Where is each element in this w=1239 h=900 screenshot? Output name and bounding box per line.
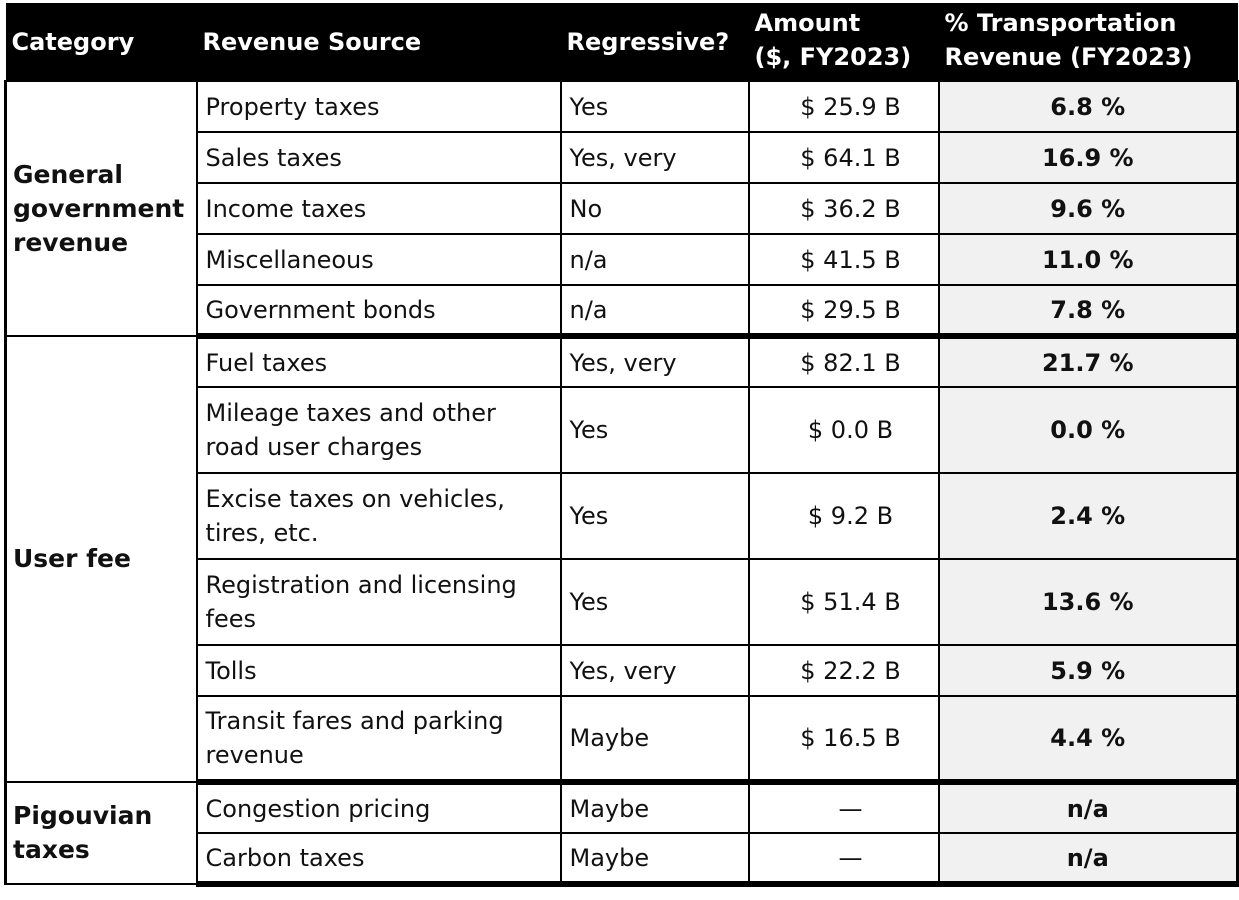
revenue-source-cell: Fuel taxes (195, 335, 562, 388)
regressive-cell: n/a (559, 284, 750, 339)
regressive-cell: Yes (559, 472, 750, 560)
category-cell: Pigouvian taxes (4, 781, 198, 885)
regressive-cell: Yes (559, 558, 750, 646)
table-row: Pigouvian taxes Congestion pricing Maybe… (4, 781, 1239, 885)
table-row: General government revenue Property taxe… (4, 80, 1239, 337)
revenue-source-cell: Congestion pricing (195, 781, 562, 834)
amount-cell: $ 36.2 B (747, 182, 940, 235)
table-row: Tolls Yes, very $ 22.2 B 5.9 % (6, 644, 1239, 697)
amount-cell: $ 0.0 B (747, 386, 940, 474)
header-category: Category (11, 27, 135, 56)
amount-cell: $ 41.5 B (747, 233, 940, 286)
revenue-source-cell: Tolls (195, 644, 562, 697)
revenue-source-cell: Transit fares and parking revenue (195, 695, 562, 785)
amount-cell: — (747, 832, 940, 887)
amount-cell: — (747, 781, 940, 834)
table-row: Carbon taxes Maybe — n/a (6, 832, 1239, 887)
percent-cell: 6.8 % (937, 80, 1239, 133)
percent-cell: 13.6 % (937, 558, 1239, 646)
header-amount-line1: Amount (754, 9, 861, 37)
table-row: Government bonds n/a $ 29.5 B 7.8 % (6, 284, 1239, 339)
amount-cell: $ 16.5 B (747, 695, 940, 785)
table-row: Mileage taxes and other road user charge… (6, 386, 1239, 474)
revenue-source-cell: Property taxes (195, 80, 562, 133)
header-regressive: Regressive? (566, 27, 730, 56)
regressive-cell: Yes, very (559, 644, 750, 697)
percent-cell: 21.7 % (937, 335, 1239, 388)
header-revenue-source: Revenue Source (202, 27, 422, 56)
revenue-source-cell: Miscellaneous (195, 233, 562, 286)
regressive-cell: Yes (559, 80, 750, 133)
regressive-cell: n/a (559, 233, 750, 286)
amount-cell: $ 29.5 B (747, 284, 940, 339)
table-row: Sales taxes Yes, very $ 64.1 B 16.9 % (6, 131, 1239, 184)
table-row: Registration and licensing fees Yes $ 51… (6, 558, 1239, 646)
header-amount: Amount ($, FY2023) (749, 3, 939, 81)
table-row: Excise taxes on vehicles, tires, etc. Ye… (6, 472, 1239, 560)
percent-cell: 11.0 % (937, 233, 1239, 286)
percent-cell: 2.4 % (937, 472, 1239, 560)
header-row: Category Revenue Source Regressive? Amou… (5, 3, 1238, 81)
regressive-cell: Maybe (559, 781, 750, 834)
revenue-table-container: Category Revenue Source Regressive? Amou… (4, 3, 1239, 887)
revenue-source-cell: Registration and licensing fees (195, 558, 562, 646)
percent-cell: 7.8 % (937, 284, 1239, 339)
table-row: Miscellaneous n/a $ 41.5 B 11.0 % (6, 233, 1239, 286)
regressive-cell: Maybe (559, 695, 750, 785)
regressive-cell: Yes, very (559, 335, 750, 388)
regressive-cell: Maybe (559, 832, 750, 887)
regressive-cell: No (559, 182, 750, 235)
revenue-source-cell: Sales taxes (195, 131, 562, 184)
regressive-cell: Yes (559, 386, 750, 474)
amount-cell: $ 22.2 B (747, 644, 940, 697)
percent-cell: n/a (937, 781, 1239, 834)
percent-cell: 0.0 % (937, 386, 1239, 474)
revenue-source-cell: Carbon taxes (195, 832, 562, 887)
header-percent: % Transportation Revenue (FY2023) (939, 3, 1238, 81)
percent-cell: 5.9 % (937, 644, 1239, 697)
revenue-source-cell: Government bonds (195, 284, 562, 339)
table-row: Income taxes No $ 36.2 B 9.6 % (6, 182, 1239, 235)
table-row: User fee Fuel taxes Yes, very $ 82.1 B 2… (4, 335, 1239, 783)
table-row: Transit fares and parking revenue Maybe … (6, 695, 1239, 785)
amount-cell: $ 64.1 B (747, 131, 940, 184)
percent-cell: 9.6 % (937, 182, 1239, 235)
percent-cell: 4.4 % (937, 695, 1239, 785)
revenue-table: Category Revenue Source Regressive? Amou… (4, 3, 1239, 887)
category-cell: User fee (4, 335, 198, 783)
revenue-source-cell: Income taxes (195, 182, 562, 235)
percent-cell: n/a (937, 832, 1239, 887)
revenue-source-cell: Excise taxes on vehicles, tires, etc. (195, 472, 562, 560)
amount-cell: $ 51.4 B (747, 558, 940, 646)
regressive-cell: Yes, very (559, 131, 750, 184)
revenue-source-cell: Mileage taxes and other road user charge… (195, 386, 562, 474)
amount-cell: $ 82.1 B (747, 335, 940, 388)
header-percent-line2: Revenue (FY2023) (944, 43, 1193, 71)
percent-cell: 16.9 % (937, 131, 1239, 184)
header-percent-line1: % Transportation (944, 9, 1177, 37)
category-cell: General government revenue (4, 80, 198, 337)
header-amount-line2: ($, FY2023) (754, 43, 912, 71)
amount-cell: $ 25.9 B (747, 80, 940, 133)
amount-cell: $ 9.2 B (747, 472, 940, 560)
